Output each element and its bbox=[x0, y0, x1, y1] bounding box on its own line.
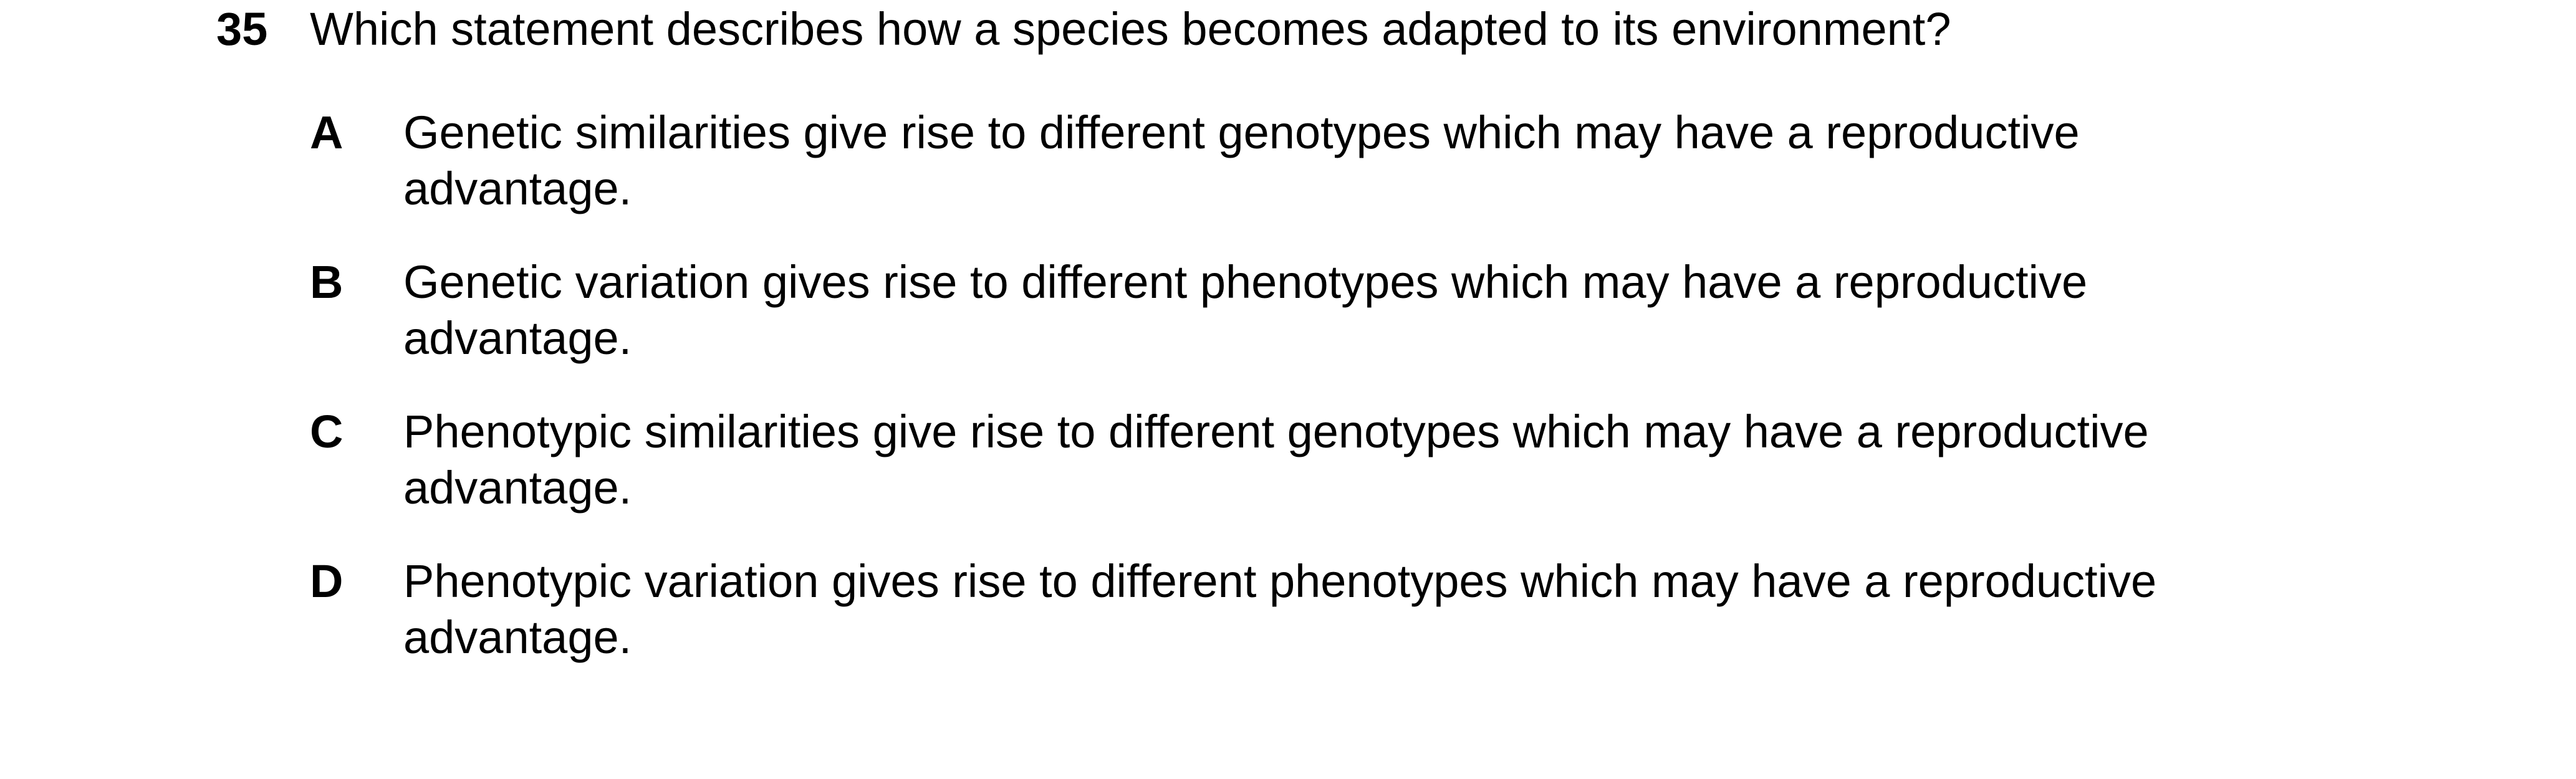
option-text-line: advantage. bbox=[403, 312, 632, 364]
option-text-line: advantage. bbox=[403, 163, 632, 214]
option-text: Genetic variation gives rise to differen… bbox=[403, 254, 2305, 366]
option-letter: B bbox=[310, 256, 344, 308]
option-text-line: Genetic variation gives rise to differen… bbox=[403, 256, 2088, 308]
option-text-line: Genetic similarities give rise to differ… bbox=[403, 107, 2080, 158]
option-text: Phenotypic similarities give rise to dif… bbox=[403, 404, 2305, 516]
option-letter: D bbox=[310, 555, 344, 607]
option-text-line: advantage. bbox=[403, 462, 632, 514]
option-text: Phenotypic variation gives rise to diffe… bbox=[403, 553, 2305, 666]
option-letter: A bbox=[310, 107, 344, 158]
question-number: 35 bbox=[216, 3, 268, 55]
option-text-line: Phenotypic similarities give rise to dif… bbox=[403, 406, 2149, 457]
option-text-line: Phenotypic variation gives rise to diffe… bbox=[403, 555, 2157, 607]
option-text: Genetic similarities give rise to differ… bbox=[403, 105, 2305, 217]
question-text: Which statement describes how a species … bbox=[310, 3, 1951, 55]
option-letter: C bbox=[310, 406, 344, 457]
option-text-line: advantage. bbox=[403, 611, 632, 663]
